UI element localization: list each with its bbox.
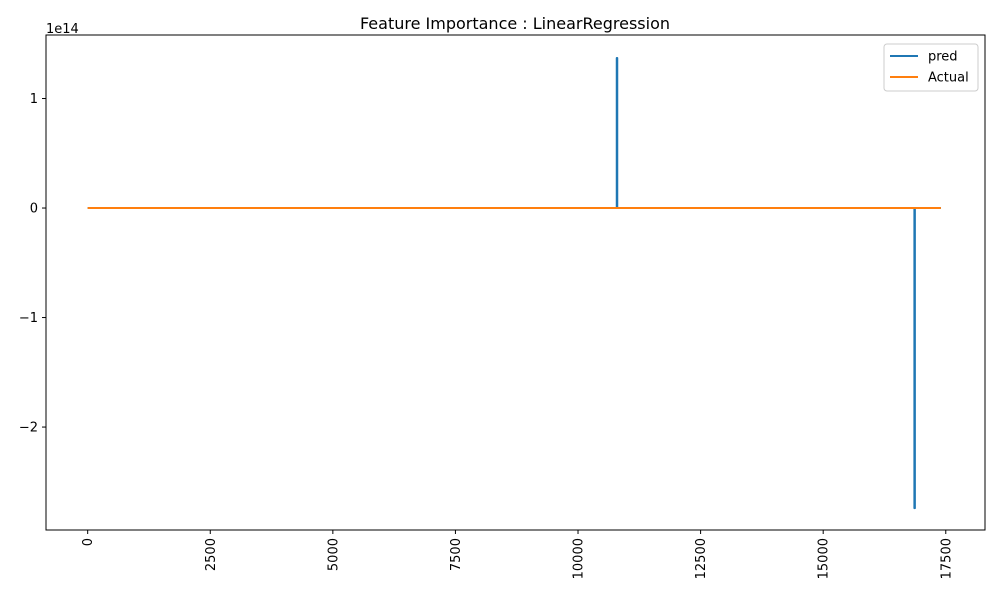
series-layer <box>87 57 941 510</box>
y-tick-label: −1 <box>19 311 38 326</box>
x-tick-label: 2500 <box>204 538 219 571</box>
x-tick-label: 0 <box>81 538 96 546</box>
y-axis: 1 0 −1 −2 <box>19 92 46 436</box>
x-tick-label: 12500 <box>694 538 709 579</box>
x-axis: 0 2500 5000 7500 10000 12500 15000 17500 <box>81 530 954 579</box>
y-offset-label: 1e14 <box>46 22 79 37</box>
x-tick-label: 7500 <box>449 538 464 571</box>
y-tick-label: −2 <box>19 421 38 436</box>
plot-frame <box>45 34 986 531</box>
x-tick-label: 10000 <box>572 538 587 579</box>
legend-label-actual: Actual <box>928 71 969 86</box>
y-tick-label: 1 <box>30 92 38 107</box>
chart-title: Feature Importance : LinearRegression <box>360 14 670 33</box>
x-tick-label: 17500 <box>939 538 954 579</box>
x-tick-label: 5000 <box>326 538 341 571</box>
legend: pred Actual <box>883 43 979 92</box>
y-tick-label: 0 <box>30 202 38 217</box>
legend-label-pred: pred <box>928 50 958 65</box>
x-tick-label: 15000 <box>817 538 832 579</box>
